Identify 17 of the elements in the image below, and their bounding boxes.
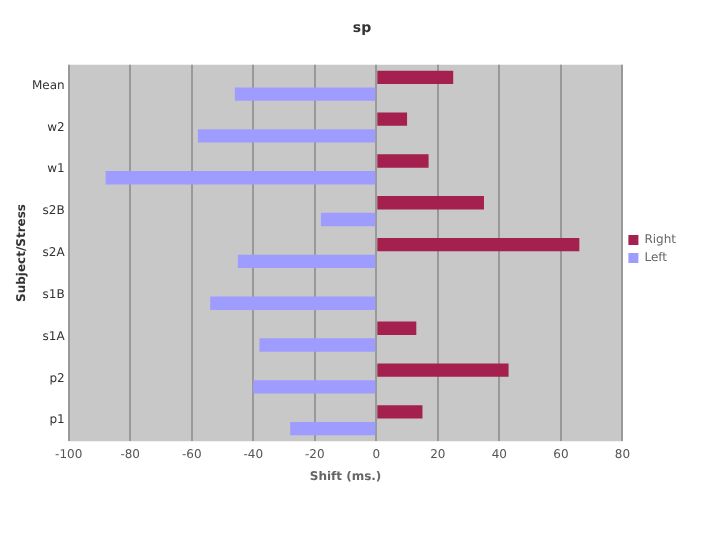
bar [377, 321, 417, 335]
bar [290, 421, 376, 436]
bar [377, 112, 408, 126]
bar [377, 237, 580, 252]
bar [210, 296, 376, 310]
bar [105, 171, 376, 185]
bar [377, 196, 484, 210]
bar [197, 129, 376, 143]
bar [253, 380, 376, 394]
bar [377, 363, 509, 377]
bar [234, 87, 376, 101]
bar [377, 405, 423, 419]
bar [237, 254, 376, 269]
bar [377, 154, 429, 168]
bar [320, 212, 376, 227]
bar [259, 338, 376, 352]
bar [377, 70, 454, 85]
